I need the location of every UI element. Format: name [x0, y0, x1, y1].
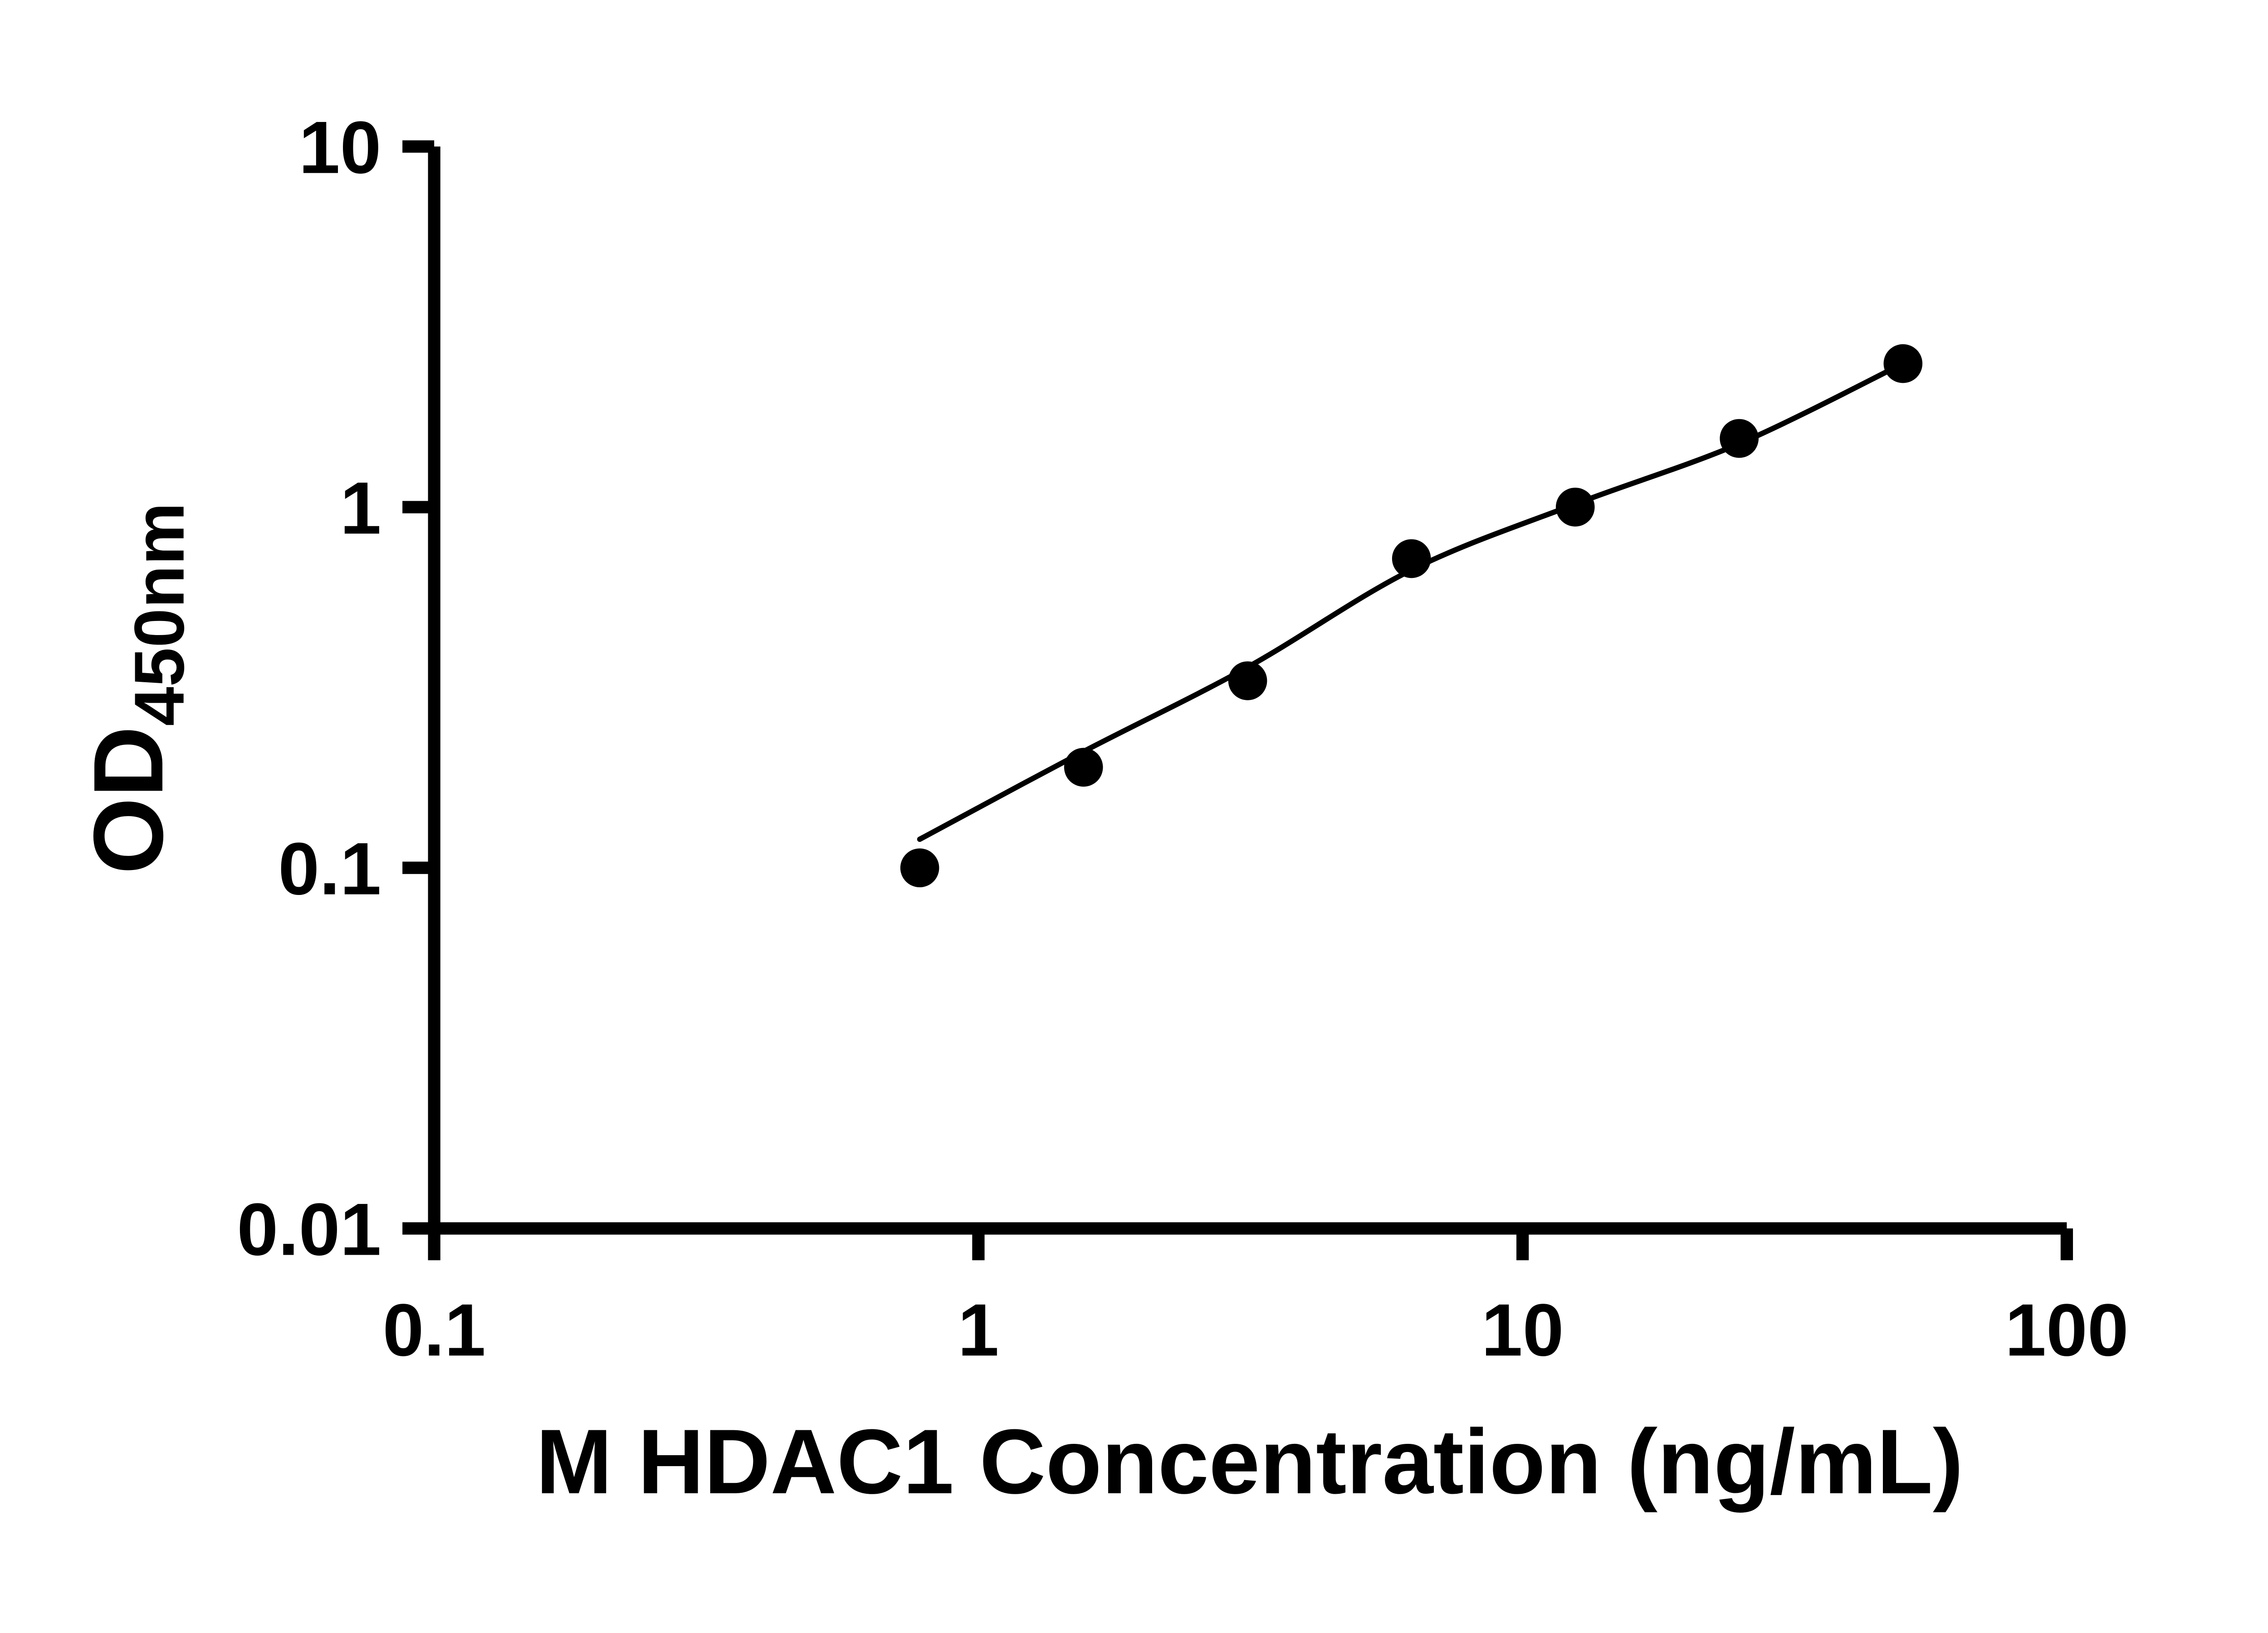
data-point — [1392, 539, 1431, 578]
x-axis-tick-label: 0.1 — [383, 1288, 486, 1371]
x-axis-tick-label: 1 — [958, 1288, 999, 1371]
data-point — [1883, 344, 1923, 383]
x-axis-title: M HDAC1 Concentration (ng/mL) — [536, 1410, 1963, 1513]
y-axis-title: OD450nm — [73, 503, 199, 875]
data-point — [1720, 419, 1759, 458]
data-point — [1228, 661, 1267, 700]
y-axis-title-subscript: 450nm — [120, 503, 199, 726]
data-point — [1064, 748, 1103, 787]
y-axis-title-base: OD — [73, 726, 184, 875]
data-point — [900, 848, 939, 888]
y-axis-tick-label: 0.01 — [237, 1188, 381, 1271]
elisa-standard-curve-figure: 0.1 1 10 100 0.01 0.1 1 10 M HDAC1 Concentratio… — [73, 106, 2129, 1513]
x-axis-tick-label: 100 — [2005, 1288, 2129, 1371]
data-point — [1555, 488, 1595, 527]
y-axis-tick-label: 10 — [299, 106, 381, 189]
y-axis-tick-label: 0.1 — [278, 827, 381, 910]
data-layer — [900, 344, 1923, 888]
y-axis-tick-label: 1 — [340, 466, 381, 549]
x-axis-tick-label: 10 — [1481, 1288, 1564, 1371]
